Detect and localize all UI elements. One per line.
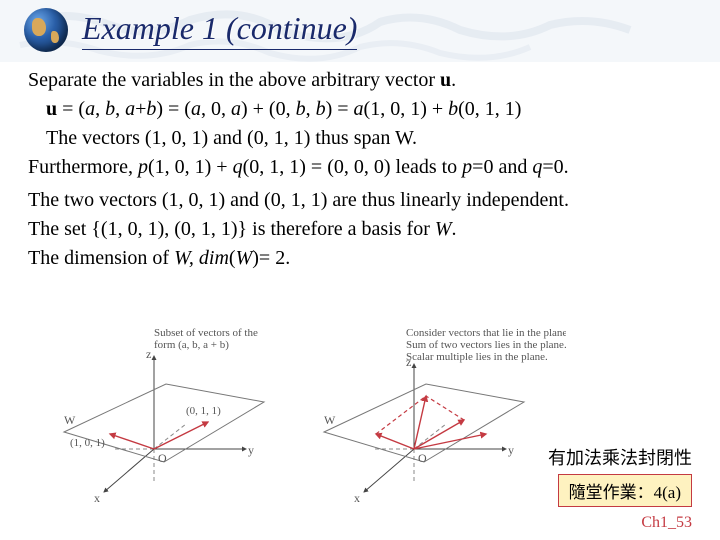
line-2: u = (a, b, a+b) = (a, 0, a) + (0, b, b) … xyxy=(46,97,700,122)
svg-text:(1, 0, 1): (1, 0, 1) xyxy=(70,437,105,449)
line-3: The vectors (1, 0, 1) and (0, 1, 1) thus… xyxy=(46,126,700,151)
svg-text:z: z xyxy=(406,355,411,369)
homework-box: 隨堂作業：4(a) xyxy=(558,474,692,507)
svg-text:O: O xyxy=(158,451,167,465)
svg-text:W: W xyxy=(324,413,336,427)
svg-text:W: W xyxy=(64,413,76,427)
left-caption-2: form (a, b, a + b) xyxy=(154,339,229,351)
diagram: Subset of vectors of the form (a, b, a +… xyxy=(36,324,536,504)
line-7: The dimension of W, dim(W)= 2. xyxy=(28,246,700,271)
line-4: Furthermore, p(1, 0, 1) + q(0, 1, 1) = (… xyxy=(28,155,700,180)
right-caption-3: Scalar multiple lies in the plane. xyxy=(406,351,548,363)
slide-number: Ch1_53 xyxy=(641,514,692,532)
svg-text:y: y xyxy=(248,443,254,457)
slide-title: Example 1 (continue) xyxy=(82,10,357,50)
svg-text:x: x xyxy=(94,491,100,505)
svg-text:y: y xyxy=(508,443,514,457)
right-caption-2: Sum of two vectors lies in the plane. xyxy=(406,339,566,351)
svg-text:(0, 1, 1): (0, 1, 1) xyxy=(186,405,221,417)
globe-icon xyxy=(24,8,68,52)
line-1: Separate the variables in the above arbi… xyxy=(28,68,700,93)
body-text: Separate the variables in the above arbi… xyxy=(28,68,700,275)
svg-text:O: O xyxy=(418,451,427,465)
right-caption-1: Consider vectors that lie in the plane. xyxy=(406,327,566,339)
line-5: The two vectors (1, 0, 1) and (0, 1, 1) … xyxy=(28,188,700,213)
line-6: The set {(1, 0, 1), (0, 1, 1)} is theref… xyxy=(28,217,700,242)
left-caption-1: Subset of vectors of the xyxy=(154,327,258,339)
note-chinese: 有加法乘法封閉性 xyxy=(548,444,692,470)
svg-text:x: x xyxy=(354,491,360,505)
svg-text:z: z xyxy=(146,347,151,361)
